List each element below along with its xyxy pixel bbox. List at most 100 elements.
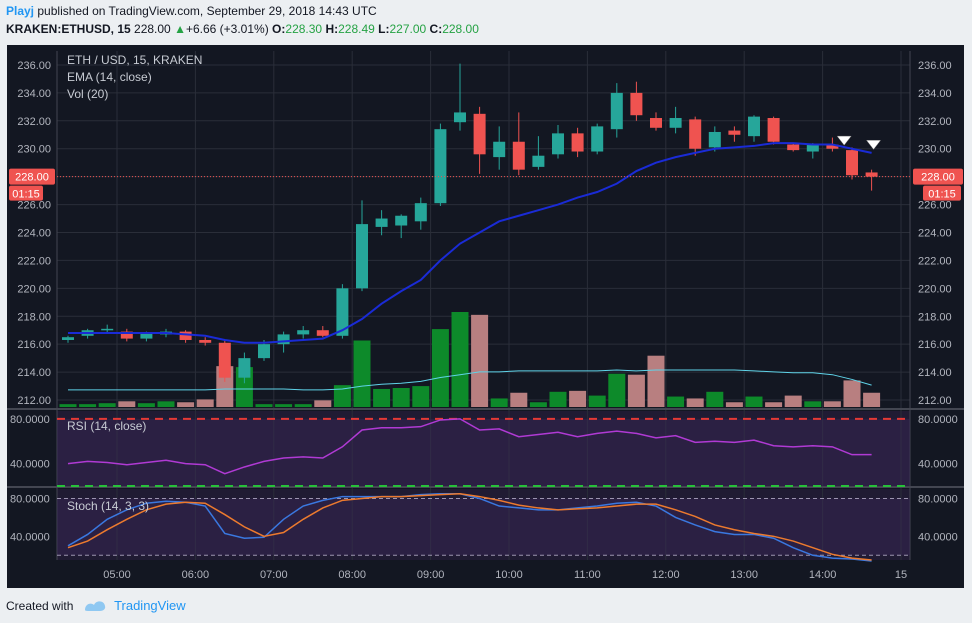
countdown-tag-right xyxy=(923,185,961,201)
chart-canvas[interactable]: 236.00 236.00 234.00 234.00 232.00 232.00 230.… xyxy=(7,45,964,588)
time-tick-label: 12:00 xyxy=(652,569,680,581)
time-tick-label: 14:00 xyxy=(809,569,837,581)
price-tick-label-right: 234.00 xyxy=(918,88,952,100)
volume-bar xyxy=(745,396,763,407)
candle-body xyxy=(179,331,192,340)
candle-body xyxy=(532,155,545,167)
time-tick-label: 06:00 xyxy=(182,569,210,581)
indicator-tick-label-left: 80.0000 xyxy=(10,414,50,426)
volume-bar xyxy=(706,391,724,407)
volume-bar xyxy=(177,402,195,407)
publish-info: Playj published on TradingView.com, Sept… xyxy=(6,4,377,18)
volume-bar xyxy=(588,395,606,407)
price-tick-label-right: 212.00 xyxy=(918,395,952,407)
price-tick-label-right: 216.00 xyxy=(918,339,952,351)
time-tick-label: 15 xyxy=(895,569,907,581)
price-tick-label-right: 220.00 xyxy=(918,283,952,295)
volume-bar xyxy=(373,388,391,407)
ema-label: EMA (14, close) xyxy=(67,70,152,84)
footer: Created with TradingView xyxy=(6,598,186,615)
price-tick-label-left: 226.00 xyxy=(17,200,51,212)
indicator-tick-label-right: 80.0000 xyxy=(918,493,958,505)
volume-bar xyxy=(137,403,155,407)
price-tick-label-left: 222.00 xyxy=(17,255,51,267)
price-tick-label-left: 232.00 xyxy=(17,116,51,128)
price-change: +6.66 (+3.01%) xyxy=(185,22,269,36)
countdown-tag-left xyxy=(9,185,43,201)
candle-body xyxy=(120,331,133,339)
volume-bar xyxy=(294,404,312,407)
rsi-title: RSI (14, close) xyxy=(67,419,146,433)
candle-body xyxy=(375,218,388,227)
down-arrow-icon xyxy=(866,140,882,150)
indicator-line xyxy=(67,418,872,475)
price-tick-label-right: 218.00 xyxy=(918,311,952,323)
countdown-label-right: 01:15 xyxy=(928,189,956,201)
tradingview-logo-icon xyxy=(83,598,107,615)
ema-line xyxy=(68,142,872,344)
open-value: 228.30 xyxy=(285,22,323,36)
volume-bar xyxy=(157,401,175,407)
tradingview-brand-link[interactable]: TradingView xyxy=(114,598,186,613)
low-label: L: xyxy=(378,22,390,36)
close-value: 228.00 xyxy=(442,22,479,36)
candle-body xyxy=(826,144,839,149)
vol-label: Vol (20) xyxy=(67,87,108,101)
candle-body xyxy=(552,133,564,155)
volume-bar xyxy=(490,398,508,407)
candle-body xyxy=(748,116,760,137)
chart-area[interactable]: 236.00 236.00 234.00 234.00 232.00 232.00 230.… xyxy=(7,45,964,588)
price-tick-label-left: 224.00 xyxy=(17,227,51,239)
candle-body xyxy=(454,112,466,123)
candle-body xyxy=(806,144,819,152)
volume-bar xyxy=(98,403,116,407)
time-tick-label: 09:00 xyxy=(417,569,445,581)
candle-body xyxy=(728,130,741,135)
price-tick-label-right: 214.00 xyxy=(918,367,952,379)
stoch-pane xyxy=(57,492,910,562)
volume-bar xyxy=(314,400,332,407)
last-price-tag-left xyxy=(9,168,55,185)
indicator-tick-label-right: 80.0000 xyxy=(918,414,958,426)
candle-body xyxy=(787,144,800,151)
candle-body xyxy=(101,328,114,331)
candle-body xyxy=(610,92,623,130)
indicator-tick-label-right: 40.0000 xyxy=(918,459,958,471)
down-arrow-icon xyxy=(836,135,852,146)
indicator-tick-label-right: 40.0000 xyxy=(918,531,958,543)
price-tick-label-left: 220.00 xyxy=(17,283,51,295)
candle-body xyxy=(571,133,584,152)
volume-bar xyxy=(686,398,704,407)
pane-labels: ETH / USD, 15, KRAKEN EMA (14, close) Vo… xyxy=(67,53,202,513)
volume-bar xyxy=(863,392,881,407)
volume-bar xyxy=(451,312,469,407)
time-tick-label: 10:00 xyxy=(495,569,523,581)
candle-body xyxy=(669,118,682,128)
price-tick-label-right: 236.00 xyxy=(918,60,952,72)
candle-body xyxy=(846,150,858,176)
volume-bar xyxy=(627,374,645,407)
rsi-pane-background xyxy=(57,411,910,486)
volume-bar xyxy=(59,404,77,407)
last-price-label-right: 228.00 xyxy=(921,172,955,184)
price-tick-label-right: 226.00 xyxy=(918,200,952,212)
volume-bar xyxy=(549,391,567,407)
volume-bar xyxy=(765,402,783,407)
author-link[interactable]: Playj xyxy=(6,4,35,18)
volume-bar xyxy=(647,355,665,407)
time-tick-label: 07:00 xyxy=(260,569,288,581)
candle-body xyxy=(591,126,604,152)
price-tick-label-left: 214.00 xyxy=(17,367,51,379)
price-tick-label-left: 234.00 xyxy=(17,88,51,100)
candle-body xyxy=(414,203,427,222)
indicator-line xyxy=(67,492,872,562)
volume-bar xyxy=(667,396,685,407)
last-price-tag-right xyxy=(913,168,963,185)
up-arrow-icon: ▲ xyxy=(174,22,186,36)
candle-body xyxy=(650,118,662,128)
volume-bar xyxy=(431,329,449,407)
candle-body xyxy=(238,358,251,378)
volume-bar xyxy=(843,380,861,407)
price-tick-label-left: 216.00 xyxy=(17,339,51,351)
price-pane xyxy=(57,63,910,407)
